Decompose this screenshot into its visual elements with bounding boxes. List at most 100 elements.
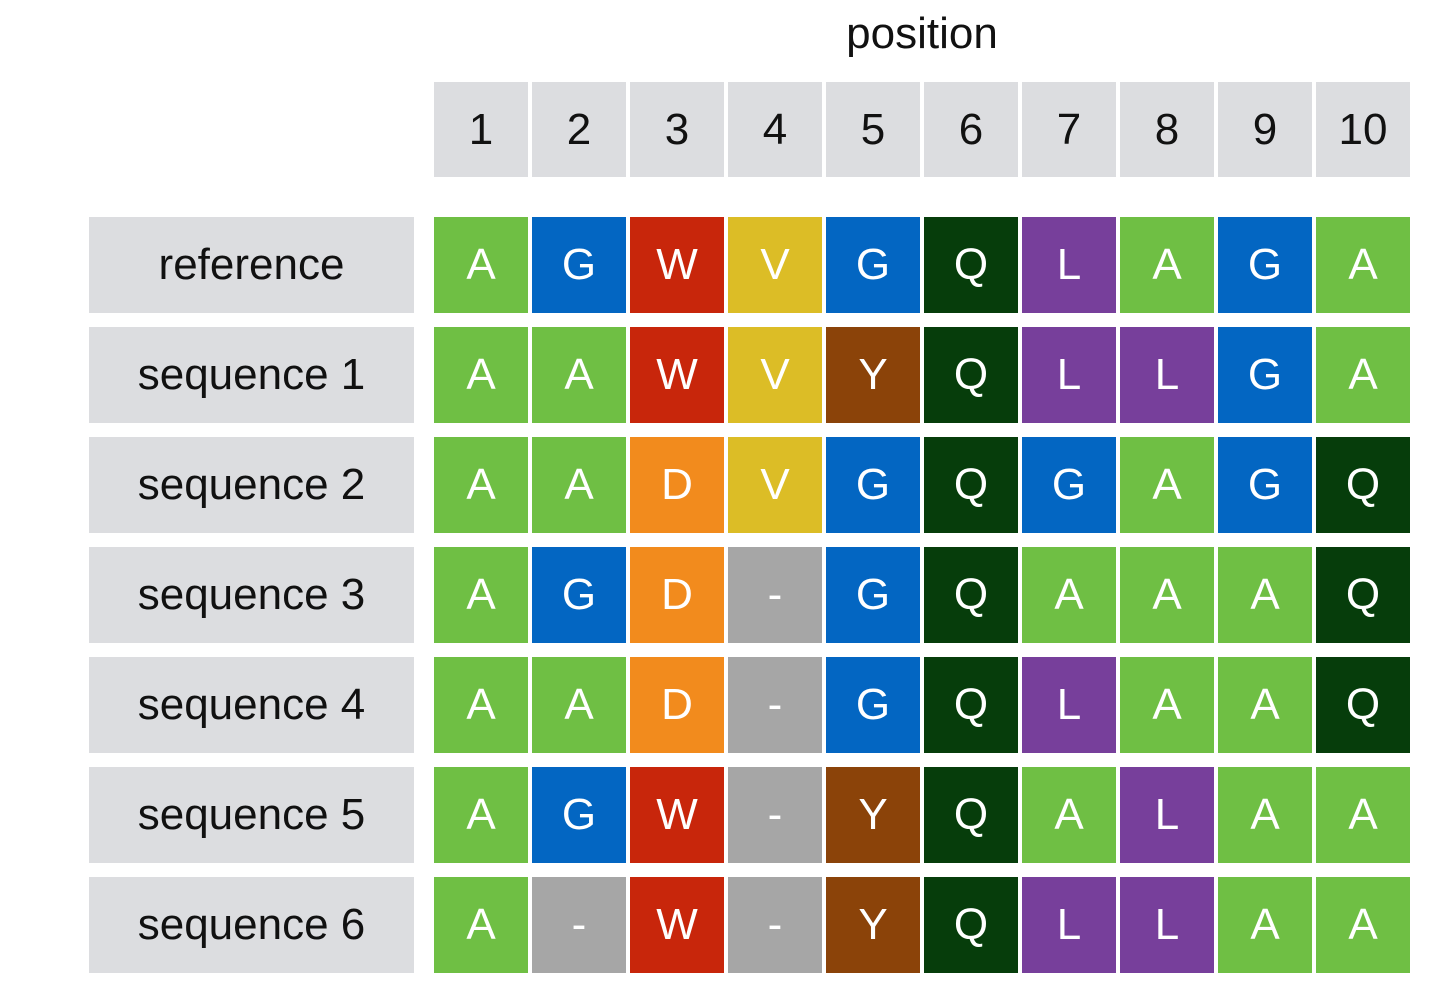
- row-label: reference: [89, 217, 414, 313]
- residue-cell: G: [826, 437, 920, 533]
- residue-cell: W: [630, 767, 724, 863]
- residue-cell: -: [728, 657, 822, 753]
- row-label: sequence 2: [89, 437, 414, 533]
- residue-cell: G: [1218, 327, 1312, 423]
- axis-title: position: [846, 9, 998, 58]
- residue-cell: G: [532, 547, 626, 643]
- residue-cell: Q: [924, 437, 1018, 533]
- residue-cell: A: [1120, 217, 1214, 313]
- residue-cell: D: [630, 657, 724, 753]
- residue-cell: Q: [924, 217, 1018, 313]
- residue-cell: L: [1120, 327, 1214, 423]
- position-cell: 8: [1120, 82, 1214, 177]
- residue-cell: L: [1022, 877, 1116, 973]
- position-cell: 5: [826, 82, 920, 177]
- position-header: 1 2 3 4 5 6 7 8 9 10: [434, 82, 1410, 177]
- residue-cell: A: [434, 657, 528, 753]
- residue-cell: G: [826, 657, 920, 753]
- residue-cell: G: [826, 547, 920, 643]
- residue-cell: Q: [1316, 437, 1410, 533]
- residue-cell: A: [532, 327, 626, 423]
- position-cell: 2: [532, 82, 626, 177]
- residue-cell: G: [1218, 437, 1312, 533]
- residue-cell: Q: [924, 547, 1018, 643]
- residue-cell: Q: [924, 767, 1018, 863]
- position-cell: 1: [434, 82, 528, 177]
- residue-cell: A: [1218, 877, 1312, 973]
- residue-cell: A: [1316, 877, 1410, 973]
- residue-cell: Q: [924, 327, 1018, 423]
- residue-cell: Y: [826, 327, 920, 423]
- residue-cell: L: [1022, 217, 1116, 313]
- position-cell: 6: [924, 82, 1018, 177]
- residue-cell: L: [1120, 767, 1214, 863]
- residue-cell: W: [630, 217, 724, 313]
- residue-cell: D: [630, 437, 724, 533]
- residue-cell: A: [434, 767, 528, 863]
- position-cell: 3: [630, 82, 724, 177]
- position-cell: 10: [1316, 82, 1410, 177]
- residue-cell: A: [1120, 437, 1214, 533]
- residue-cell: G: [532, 767, 626, 863]
- residue-cell: A: [532, 657, 626, 753]
- residue-cell: A: [1218, 547, 1312, 643]
- row-label: sequence 6: [89, 877, 414, 973]
- position-cell: 9: [1218, 82, 1312, 177]
- residue-cell: -: [728, 877, 822, 973]
- residue-cell: A: [1120, 657, 1214, 753]
- row-label: sequence 5: [89, 767, 414, 863]
- position-cell: 4: [728, 82, 822, 177]
- residue-cell: G: [826, 217, 920, 313]
- residue-cell: D: [630, 547, 724, 643]
- residue-cell: W: [630, 327, 724, 423]
- residue-cell: V: [728, 437, 822, 533]
- row-label: sequence 1: [89, 327, 414, 423]
- residue-cell: A: [434, 547, 528, 643]
- residue-cell: L: [1022, 327, 1116, 423]
- residue-cell: A: [1022, 767, 1116, 863]
- residue-cell: -: [532, 877, 626, 973]
- residue-cell: Q: [924, 877, 1018, 973]
- alignment-row: reference A G W V G Q L A G A: [89, 217, 1410, 313]
- residue-cell: V: [728, 327, 822, 423]
- residue-cell: A: [434, 327, 528, 423]
- residue-cell: L: [1022, 657, 1116, 753]
- residue-cell: G: [1218, 217, 1312, 313]
- residue-cell: A: [532, 437, 626, 533]
- residue-cell: Y: [826, 877, 920, 973]
- residue-cell: A: [1120, 547, 1214, 643]
- residue-cell: -: [728, 547, 822, 643]
- residue-cell: A: [1316, 217, 1410, 313]
- residue-cell: W: [630, 877, 724, 973]
- residue-cell: A: [434, 877, 528, 973]
- residue-cell: V: [728, 217, 822, 313]
- position-cell: 7: [1022, 82, 1116, 177]
- residue-cell: A: [434, 217, 528, 313]
- residue-cell: Q: [1316, 657, 1410, 753]
- residue-cell: G: [1022, 437, 1116, 533]
- residue-cell: A: [1218, 657, 1312, 753]
- row-label: sequence 3: [89, 547, 414, 643]
- residue-cell: L: [1120, 877, 1214, 973]
- residue-cell: -: [728, 767, 822, 863]
- residue-cell: Q: [924, 657, 1018, 753]
- residue-cell: A: [1316, 767, 1410, 863]
- residue-cell: Y: [826, 767, 920, 863]
- residue-cell: A: [434, 437, 528, 533]
- residue-cell: G: [532, 217, 626, 313]
- residue-cell: A: [1218, 767, 1312, 863]
